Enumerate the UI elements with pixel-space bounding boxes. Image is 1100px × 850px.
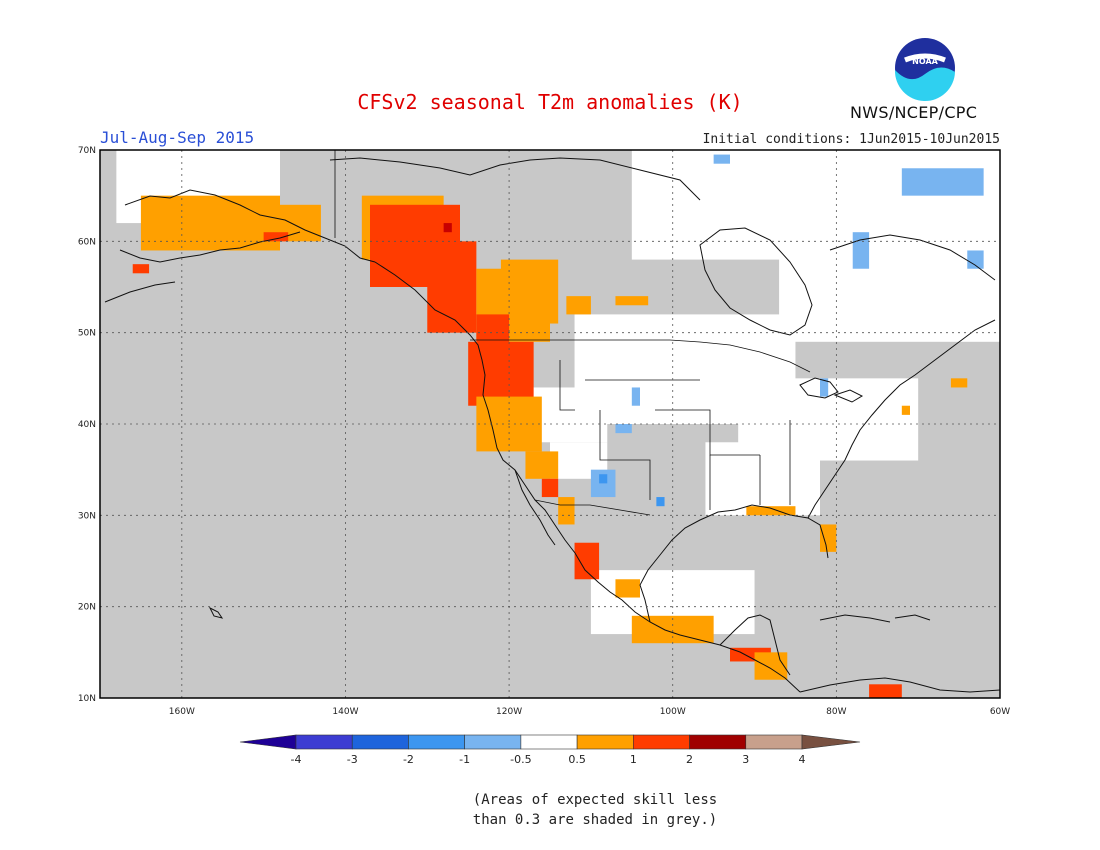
anomaly-cell — [615, 296, 649, 306]
agency-label: NWS/NCEP/CPC — [850, 103, 978, 122]
anomaly-cell — [967, 250, 984, 269]
anomaly-cell — [132, 264, 150, 274]
colorbar-label: 4 — [799, 753, 806, 766]
anomaly-cell — [558, 497, 575, 525]
anomaly-cell — [746, 506, 796, 516]
latitude-labels: 70N 60N 50N 40N 30N 20N 10N — [78, 146, 96, 704]
colorbar-swatch — [745, 734, 803, 750]
anomaly-cell — [820, 378, 829, 397]
anomaly-cell — [443, 223, 452, 233]
coastlines — [104, 157, 1001, 693]
lon-label: 140W — [332, 707, 358, 717]
map-title: CFSv2 seasonal T2m anomalies (K) — [357, 90, 743, 114]
anomaly-cell — [901, 405, 910, 415]
lon-label: 80W — [826, 707, 846, 717]
initial-conditions: Initial conditions: 1Jun2015-10Jun2015 — [702, 132, 1000, 147]
longitude-labels: 160W 140W 120W 100W 80W 60W — [169, 707, 1010, 717]
colorbar-label: -2 — [403, 753, 414, 766]
anomaly-cell — [263, 232, 289, 242]
colorbar-label: -4 — [291, 753, 302, 766]
colorbar-arrow-high — [801, 734, 861, 750]
note-line-2: than 0.3 are shaded in grey.) — [472, 812, 718, 828]
anomaly-cell — [631, 387, 640, 406]
colorbar-label: 2 — [686, 753, 693, 766]
anomaly-cell — [901, 168, 984, 196]
graticule — [100, 150, 1000, 698]
lat-label: 50N — [78, 329, 96, 339]
anomaly-cell — [705, 442, 820, 516]
colorbar-label: -1 — [459, 753, 470, 766]
colorbar-label: 0.5 — [568, 753, 586, 766]
colorbar-swatch — [633, 734, 690, 750]
anomaly-cell — [631, 615, 714, 644]
anomaly-cell — [869, 684, 902, 698]
colorbar-label: 1 — [630, 753, 637, 766]
anomaly-cell — [574, 542, 600, 580]
lat-label: 20N — [78, 603, 96, 613]
colorbar-swatch — [689, 734, 747, 750]
anomaly-cell — [525, 451, 559, 479]
colorbar-label: -3 — [347, 753, 358, 766]
note-line-1: (Areas of expected skill less — [472, 792, 718, 808]
lat-label: 70N — [78, 146, 96, 156]
colorbar-swatch — [464, 734, 522, 750]
colorbar-arrow-low — [239, 734, 297, 750]
anomaly-cell — [820, 524, 837, 552]
anomaly-cell — [779, 241, 1000, 342]
forecast-period: Jul-Aug-Sep 2015 — [100, 128, 255, 147]
anomaly-cell — [541, 478, 559, 498]
colorbar-swatch — [295, 734, 353, 750]
anomaly-cell — [615, 579, 640, 598]
anomaly-cell — [427, 241, 477, 333]
colorbar-swatch — [520, 734, 578, 750]
colorbar-swatch — [408, 734, 465, 750]
map-frame — [99, 149, 1001, 699]
lon-label: 100W — [660, 707, 686, 717]
anomaly-cell — [566, 296, 591, 315]
lon-label: 160W — [169, 707, 195, 717]
anomaly-cell — [950, 378, 968, 388]
noaa-logo-icon: NOAA — [894, 38, 955, 102]
anomaly-cell — [713, 154, 730, 164]
anomaly-cell — [599, 474, 608, 484]
lat-label: 40N — [78, 420, 96, 430]
logo-text: NOAA — [912, 57, 938, 66]
anomaly-cell — [656, 497, 665, 507]
anomaly-cell — [468, 341, 534, 406]
colorbar-label: -0.5 — [510, 753, 531, 766]
colorbar-swatch — [351, 734, 409, 750]
anomaly-cell — [500, 259, 559, 324]
lon-label: 60W — [990, 707, 1010, 717]
lat-label: 30N — [78, 511, 96, 521]
lat-label: 10N — [78, 694, 96, 704]
anomaly-cell — [852, 232, 870, 269]
lon-label: 120W — [496, 707, 522, 717]
political-borders — [334, 150, 811, 516]
anomaly-cell — [754, 652, 788, 680]
lat-label: 60N — [78, 237, 96, 247]
colorbar-swatch — [576, 734, 634, 750]
colorbar-label: 3 — [742, 753, 749, 766]
anomaly-cell — [615, 424, 632, 434]
colorbar-legend: -4 -3 -2 -1 -0.5 0.5 1 2 3 4 — [239, 734, 861, 766]
